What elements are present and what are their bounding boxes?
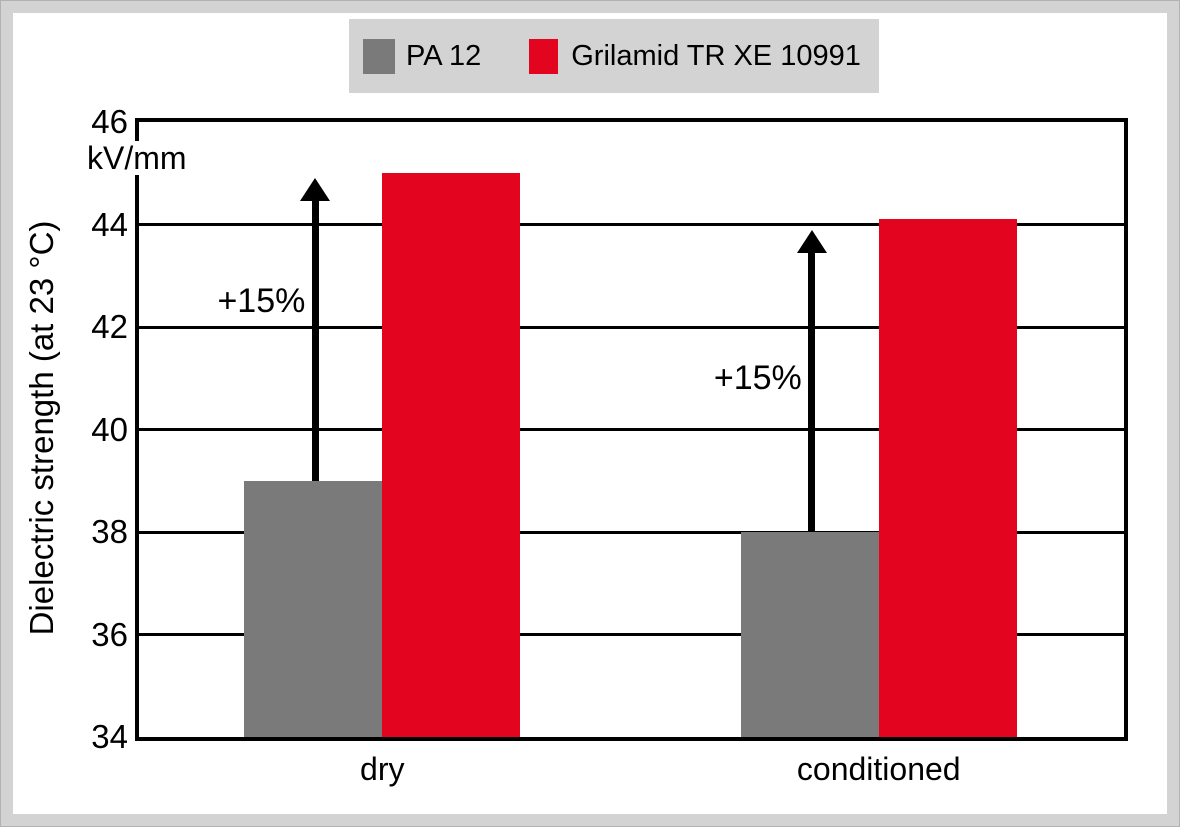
legend-swatch-grilamid (529, 38, 559, 74)
plot-area: +15% +15% (135, 118, 1128, 741)
increase-arrow-shaft-dry (311, 198, 319, 481)
increase-label-dry: +15% (217, 282, 306, 321)
y-tick-label-46: 46 (91, 103, 128, 140)
legend-swatch-pa12 (363, 38, 395, 74)
increase-label-conditioned: +15% (713, 359, 802, 398)
increase-arrow-shaft-conditioned (808, 249, 816, 532)
gridline-40 (139, 428, 1124, 431)
plot-inner: +15% +15% (139, 122, 1124, 737)
gridline-36 (139, 633, 1124, 636)
x-label-dry: dry (360, 751, 405, 787)
y-axis-unit-label: kV/mm (87, 141, 192, 175)
y-tick-label-42: 42 (91, 308, 128, 345)
y-tick-label-38: 38 (91, 513, 128, 550)
increase-arrow-head-conditioned (796, 229, 827, 253)
x-label-conditioned: conditioned (796, 751, 961, 787)
gridline-38 (139, 530, 1124, 534)
y-tick-label-34: 34 (91, 718, 128, 755)
bar-grilamid-conditioned (878, 219, 1017, 737)
bar-grilamid-dry (382, 173, 521, 737)
bar-pa12-conditioned (740, 532, 879, 737)
x-axis-labels: dry conditioned (139, 750, 1124, 790)
gridline-44 (139, 223, 1124, 226)
y-axis-tick-labels: 46 44 42 40 38 36 34 (0, 105, 128, 754)
legend: PA 12 Grilamid TR XE 10991 (349, 19, 879, 93)
y-tick-label-36: 36 (91, 615, 128, 653)
y-tick-label-40: 40 (91, 410, 128, 448)
gridline-42 (139, 325, 1124, 329)
bar-pa12-dry (244, 480, 383, 737)
increase-arrow-head-dry (300, 178, 331, 202)
y-tick-label-44: 44 (91, 205, 128, 243)
legend-label-pa12: PA 12 (406, 39, 482, 72)
legend-label-grilamid: Grilamid TR XE 10991 (571, 39, 861, 72)
